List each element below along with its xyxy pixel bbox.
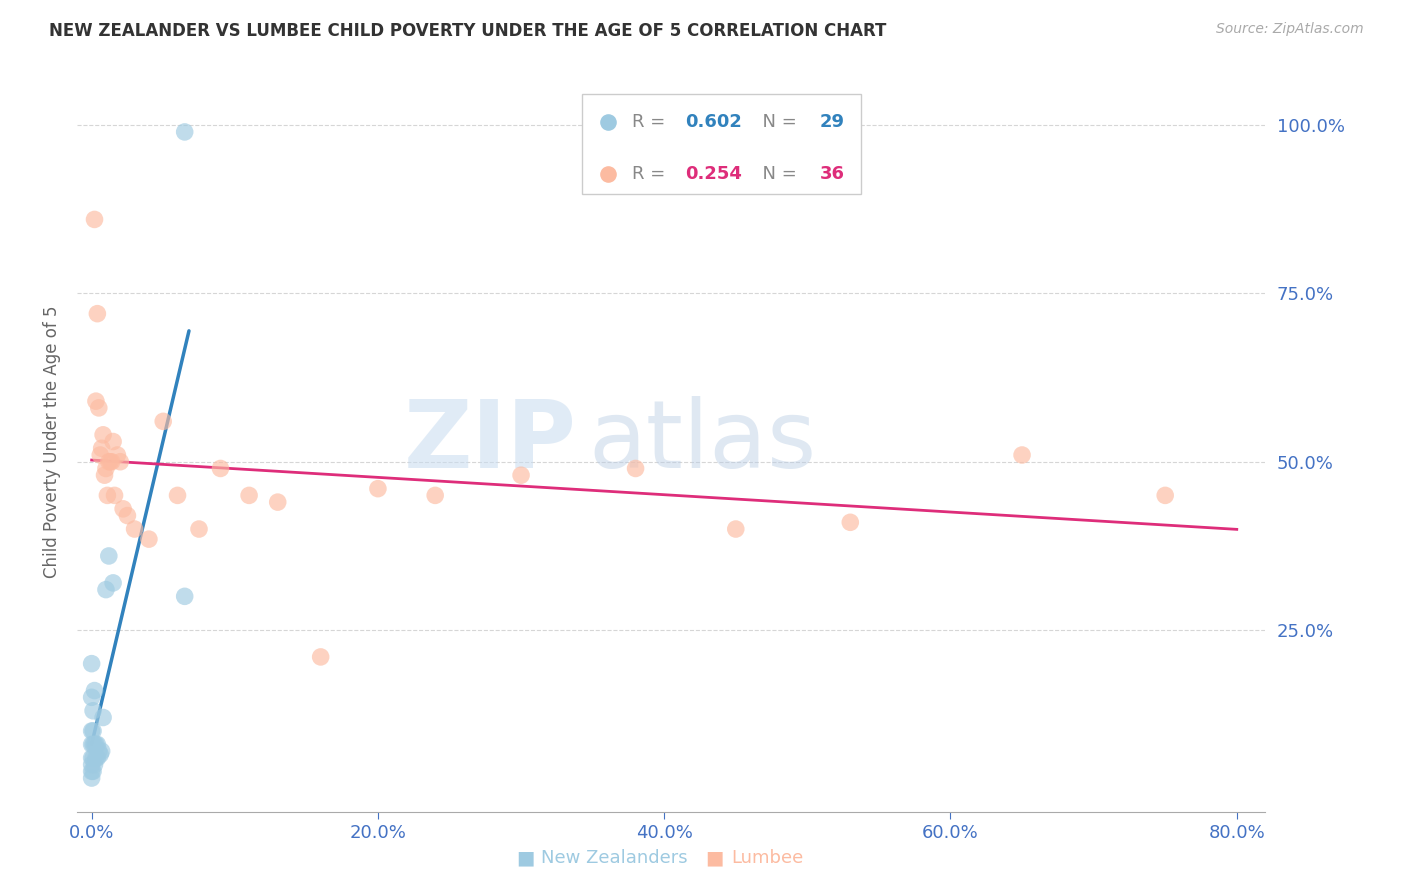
- Text: R =: R =: [633, 164, 671, 183]
- Point: [87, 401, 110, 415]
- Point: [89, 747, 111, 762]
- Point: [86, 751, 108, 765]
- Text: ■: ■: [706, 848, 724, 867]
- Point: [82, 751, 104, 765]
- Point: [152, 414, 174, 428]
- Point: [80, 723, 103, 738]
- Point: [80, 764, 103, 779]
- Point: [82, 738, 104, 752]
- Point: [82, 723, 104, 738]
- Y-axis label: Child Poverty Under the Age of 5: Child Poverty Under the Age of 5: [42, 305, 60, 578]
- Point: [82, 704, 104, 718]
- Point: [91, 427, 114, 442]
- Point: [1154, 488, 1177, 502]
- Point: [84, 738, 107, 752]
- Point: [117, 508, 139, 523]
- Point: [138, 532, 160, 546]
- Point: [86, 307, 108, 321]
- Point: [80, 757, 103, 772]
- Point: [100, 455, 122, 469]
- Point: [166, 488, 188, 502]
- Point: [1011, 448, 1033, 462]
- Point: [112, 501, 135, 516]
- Text: 0.254: 0.254: [686, 164, 742, 183]
- Text: N =: N =: [751, 164, 803, 183]
- Text: 29: 29: [820, 112, 845, 131]
- Point: [173, 125, 195, 139]
- Point: [83, 738, 105, 752]
- Point: [103, 488, 125, 502]
- Point: [97, 549, 120, 563]
- Text: ZIP: ZIP: [404, 395, 576, 488]
- Point: [91, 710, 114, 724]
- Point: [82, 764, 104, 779]
- Text: 0.602: 0.602: [686, 112, 742, 131]
- Point: [720, 164, 742, 178]
- Text: Lumbee: Lumbee: [731, 849, 803, 867]
- FancyBboxPatch shape: [582, 94, 862, 194]
- Point: [80, 738, 103, 752]
- Point: [209, 461, 232, 475]
- Point: [84, 751, 107, 765]
- Text: 36: 36: [820, 164, 845, 183]
- Point: [89, 448, 111, 462]
- Point: [425, 488, 447, 502]
- Point: [80, 690, 103, 705]
- Point: [101, 575, 124, 590]
- Text: NEW ZEALANDER VS LUMBEE CHILD POVERTY UNDER THE AGE OF 5 CORRELATION CHART: NEW ZEALANDER VS LUMBEE CHILD POVERTY UN…: [49, 22, 887, 40]
- Point: [188, 522, 211, 536]
- Point: [124, 522, 146, 536]
- Point: [267, 495, 290, 509]
- Point: [98, 455, 121, 469]
- Point: [309, 649, 332, 664]
- Point: [86, 738, 108, 752]
- Point: [97, 455, 120, 469]
- Point: [94, 461, 117, 475]
- Point: [90, 442, 112, 456]
- Point: [510, 468, 533, 483]
- Point: [839, 516, 862, 530]
- Point: [624, 461, 647, 475]
- Text: atlas: atlas: [588, 395, 817, 488]
- Point: [110, 455, 132, 469]
- Point: [80, 751, 103, 765]
- Text: Source: ZipAtlas.com: Source: ZipAtlas.com: [1216, 22, 1364, 37]
- Point: [94, 582, 117, 597]
- Text: New Zealanders: New Zealanders: [541, 849, 688, 867]
- Point: [93, 468, 115, 483]
- Point: [101, 434, 124, 449]
- Point: [720, 211, 742, 225]
- Point: [107, 448, 129, 462]
- Point: [83, 683, 105, 698]
- Text: N =: N =: [751, 112, 803, 131]
- Point: [87, 744, 110, 758]
- Text: ■: ■: [516, 848, 534, 867]
- Point: [90, 744, 112, 758]
- Point: [83, 212, 105, 227]
- Point: [238, 488, 260, 502]
- Point: [80, 771, 103, 785]
- Text: R =: R =: [633, 112, 671, 131]
- Point: [83, 757, 105, 772]
- Point: [80, 657, 103, 671]
- Point: [173, 590, 195, 604]
- Point: [96, 488, 118, 502]
- Point: [367, 482, 389, 496]
- Point: [724, 522, 747, 536]
- Point: [84, 394, 107, 409]
